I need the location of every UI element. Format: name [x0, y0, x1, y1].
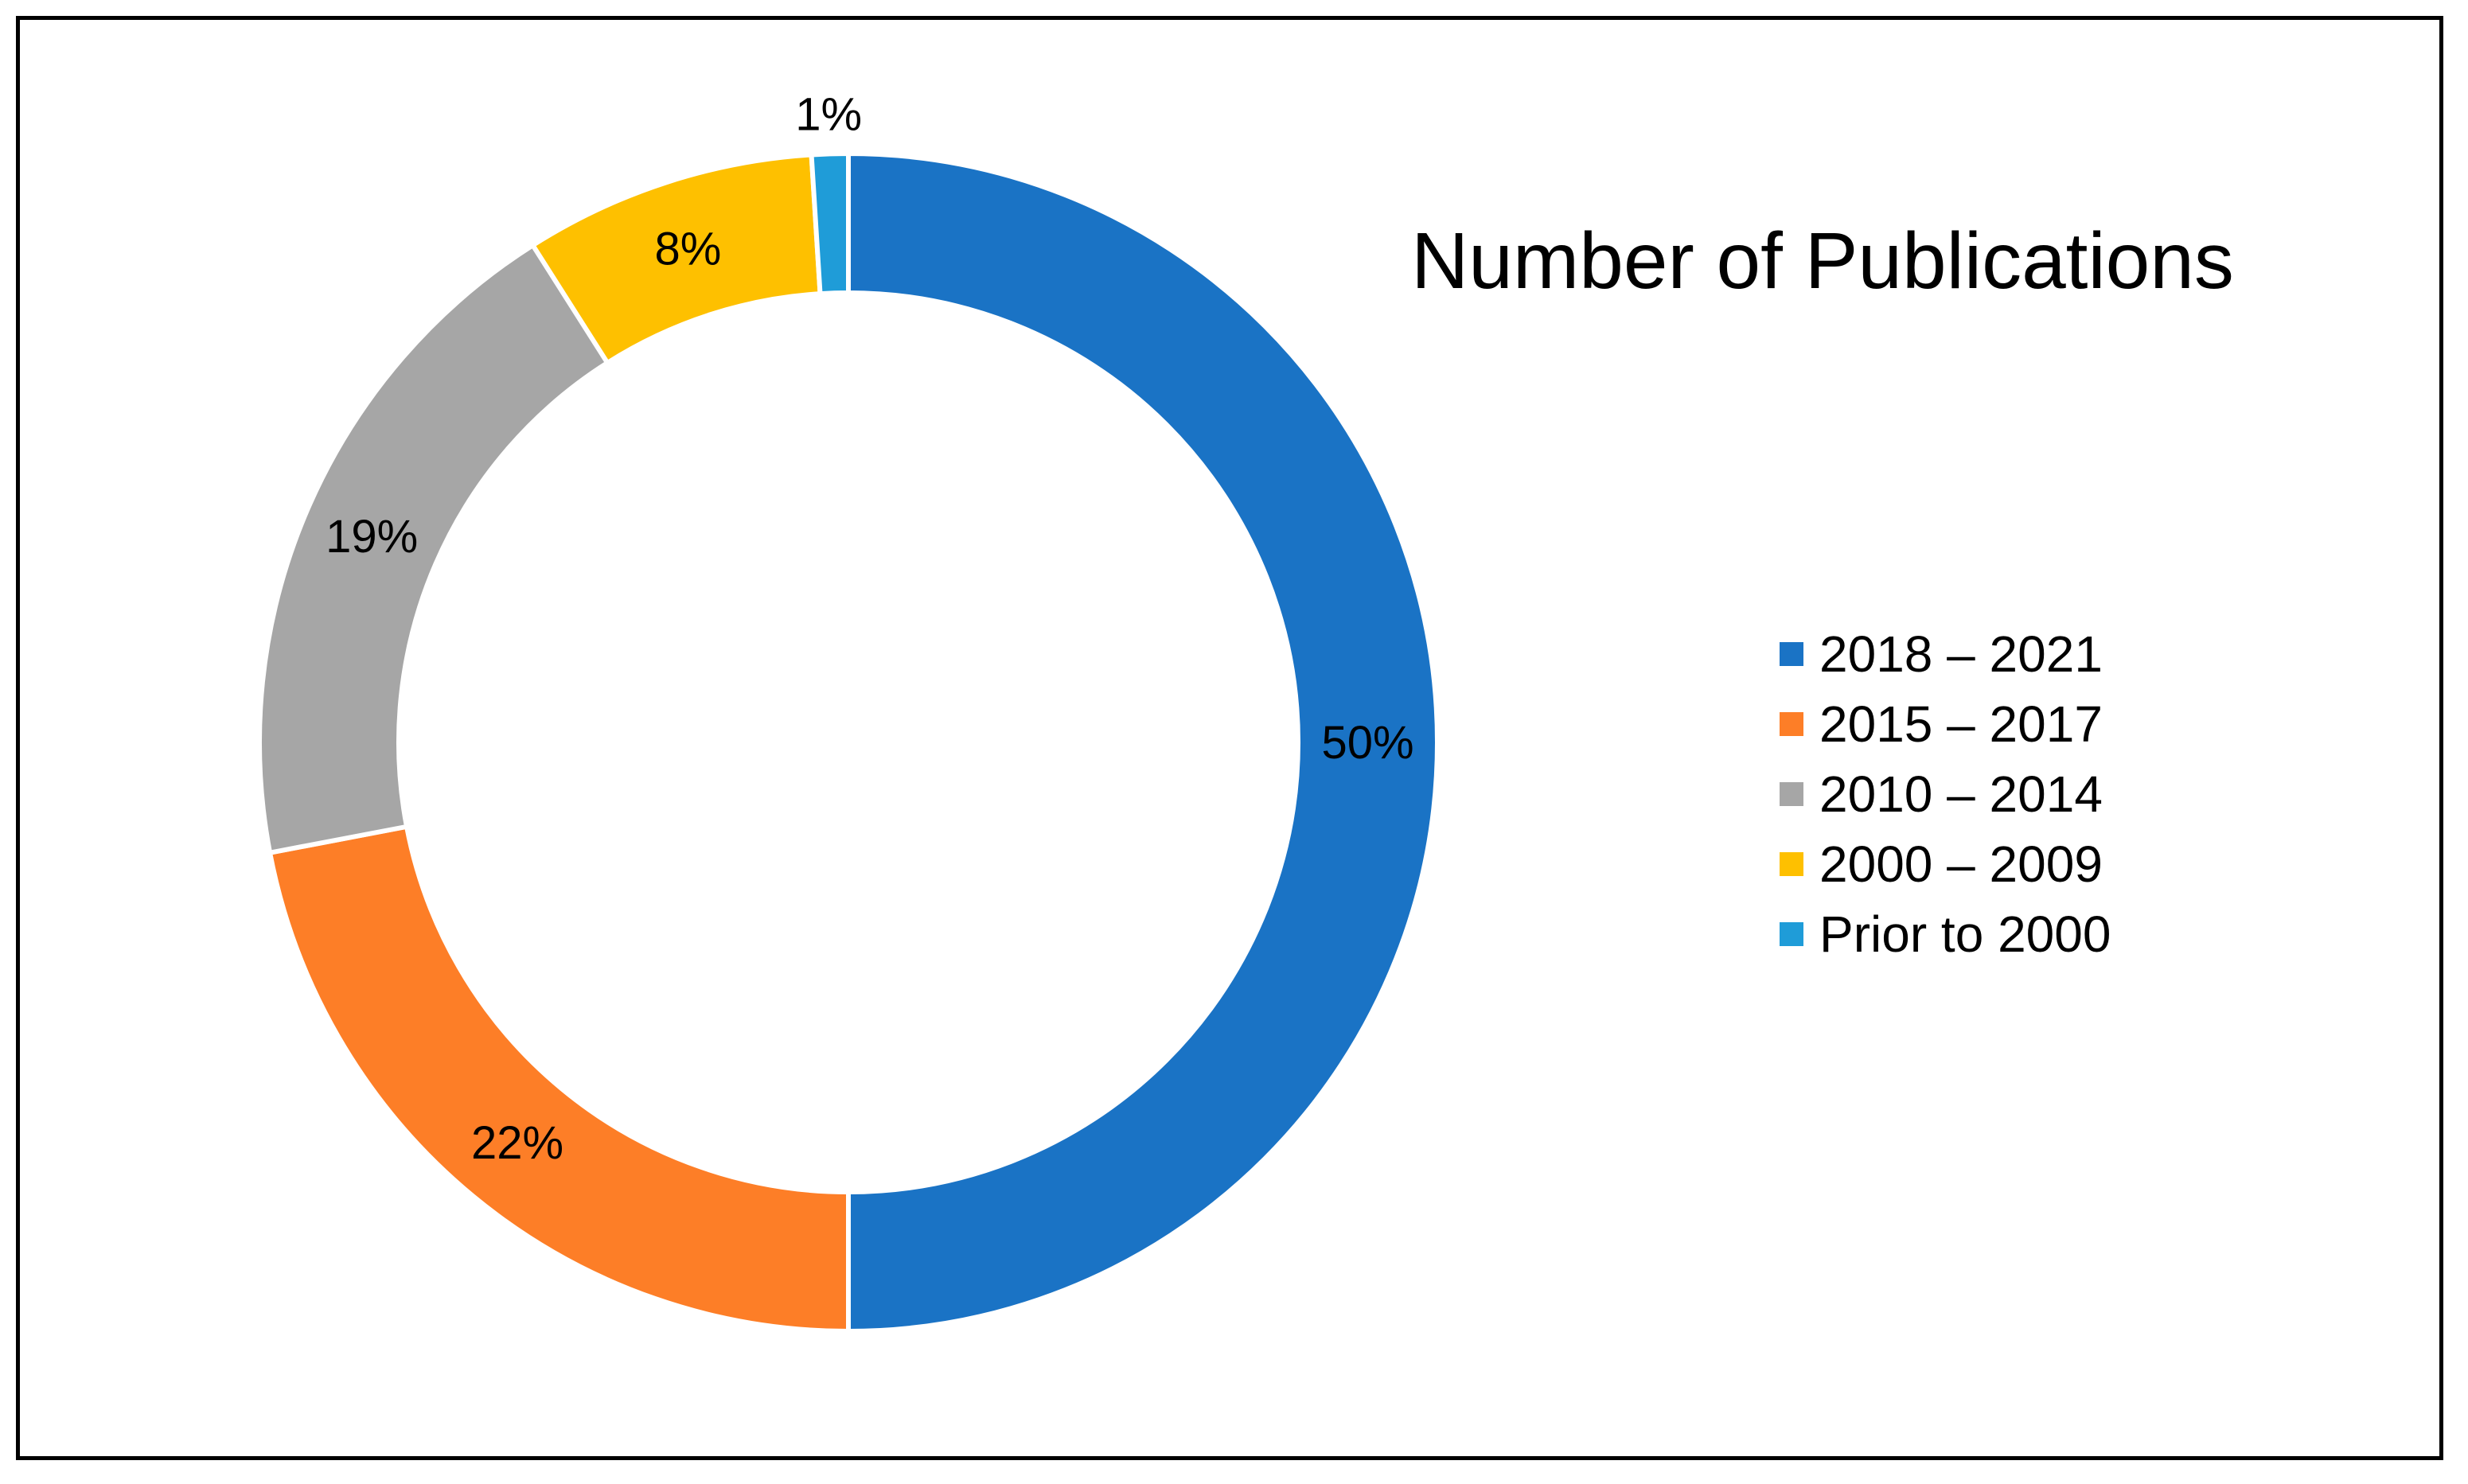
legend: 2018 – 2021 2015 – 2017 2010 – 2014 2000 – …: [1780, 625, 2111, 963]
slice-label-5: 1%: [795, 88, 862, 140]
chart-frame: [16, 16, 2443, 1460]
legend-swatch-1: [1780, 642, 1803, 666]
slice-label-1: 50%: [1321, 717, 1413, 769]
slice-label-4: 8%: [654, 223, 721, 275]
legend-swatch-5: [1780, 922, 1803, 946]
legend-swatch-2: [1780, 712, 1803, 736]
legend-swatch-4: [1780, 852, 1803, 876]
slice-label-2: 22%: [471, 1117, 563, 1169]
legend-label-2: 2015 – 2017: [1819, 695, 2103, 753]
slice-labels: 50% 22% 19% 8% 1%: [326, 88, 1413, 1168]
slice-3: [257, 242, 611, 856]
legend-label-3: 2010 – 2014: [1819, 765, 2103, 823]
doughnut-slices: [257, 150, 1440, 1334]
legend-label-4: 2000 – 2009: [1819, 835, 2103, 893]
legend-label-5: Prior to 2000: [1819, 906, 2111, 963]
legend-swatch-3: [1780, 782, 1803, 806]
slice-5: [809, 150, 851, 297]
slice-2: [267, 824, 851, 1334]
legend-label-1: 2018 – 2021: [1819, 625, 2103, 683]
chart-title: Number of Publications: [1411, 216, 2234, 306]
slice-1: [846, 150, 1440, 1334]
slice-label-3: 19%: [326, 511, 418, 563]
